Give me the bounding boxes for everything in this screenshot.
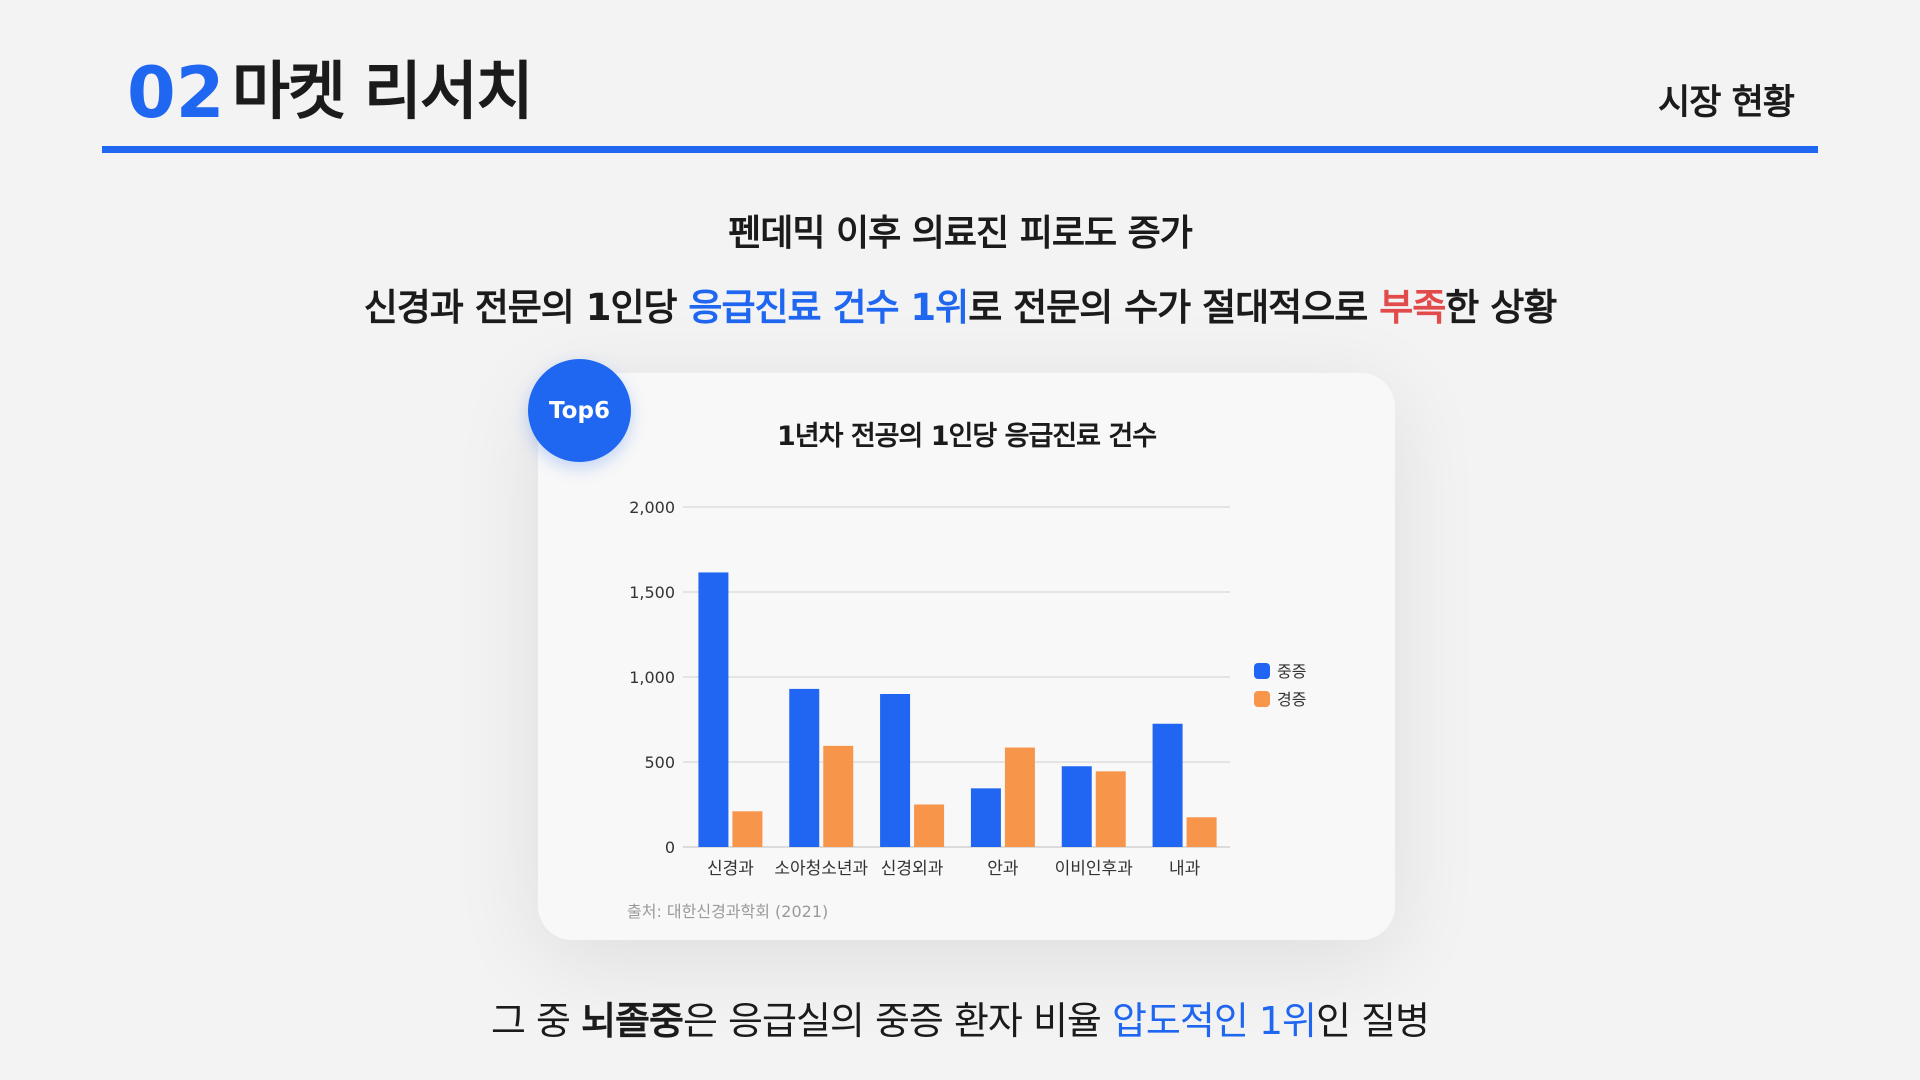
x-tick-label: 소아청소년과 xyxy=(774,859,868,879)
section-label: 시장 현황 xyxy=(1658,86,1794,121)
bar-mild xyxy=(1096,771,1126,847)
bar-severe xyxy=(1153,724,1183,847)
headline-highlight-red: 부족 xyxy=(1379,286,1445,329)
headline-highlight-blue: 응급진료 건수 1위 xyxy=(688,286,968,329)
section-number: 02 xyxy=(127,58,224,128)
header-divider xyxy=(102,146,1818,153)
y-tick-label: 500 xyxy=(644,753,675,772)
y-tick-label: 2,000 xyxy=(629,498,675,517)
bar-mild xyxy=(823,746,853,847)
x-tick-label: 이비인후과 xyxy=(1055,859,1134,879)
chart-source: 출처: 대한신경과학회 (2021) xyxy=(627,898,828,922)
bar-mild xyxy=(732,811,762,847)
bottom-text-c: 은 응급실의 중증 환자 비율 xyxy=(683,999,1112,1043)
bottom-bold: 뇌졸중 xyxy=(581,999,683,1043)
bottom-statement: 그 중 뇌졸중은 응급실의 중증 환자 비율 압도적인 1위인 질병 xyxy=(0,990,1920,1045)
legend-label: 중증 xyxy=(1277,662,1306,681)
bar-severe xyxy=(698,572,728,847)
x-tick-label: 신경외과 xyxy=(881,859,944,879)
x-tick-label: 안과 xyxy=(987,859,1019,879)
bar-severe xyxy=(971,788,1001,847)
headline-line-2: 신경과 전문의 1인당 응급진료 건수 1위로 전문의 수가 절대적으로 부족한… xyxy=(0,277,1920,331)
y-tick-label: 1,500 xyxy=(629,583,675,602)
legend-swatch xyxy=(1254,691,1270,707)
bar-chart: 0 500 1,000 1,500 2,000 신경과 소아청소년과 신경외과 안과 이비인후과 내… xyxy=(538,373,1395,940)
headline-text-a: 신경과 전문의 1인당 xyxy=(364,286,689,329)
y-tick-label: 1,000 xyxy=(629,668,675,687)
bottom-highlight: 압도적인 1위 xyxy=(1112,999,1316,1043)
bar-mild xyxy=(1187,817,1217,847)
headline-text-c: 로 전문의 수가 절대적으로 xyxy=(968,286,1379,329)
top6-badge: Top6 xyxy=(528,359,631,462)
bar-mild xyxy=(1005,748,1035,847)
bar-severe xyxy=(789,689,819,847)
headline-line-1: 펜데믹 이후 의료진 피로도 증가 xyxy=(0,204,1920,256)
headline-text-e: 한 상황 xyxy=(1445,286,1556,329)
legend-label: 경증 xyxy=(1277,690,1306,709)
x-tick-label: 신경과 xyxy=(707,859,754,879)
bar-severe xyxy=(880,694,910,847)
bottom-text-e: 인 질병 xyxy=(1316,999,1429,1043)
bottom-text-a: 그 중 xyxy=(491,999,581,1043)
bar-severe xyxy=(1062,766,1092,847)
legend-swatch xyxy=(1254,663,1270,679)
page-title: 마켓 리서치 xyxy=(232,60,532,123)
bar-mild xyxy=(914,805,944,848)
x-tick-label: 내과 xyxy=(1169,859,1201,879)
y-tick-label: 0 xyxy=(665,838,675,857)
